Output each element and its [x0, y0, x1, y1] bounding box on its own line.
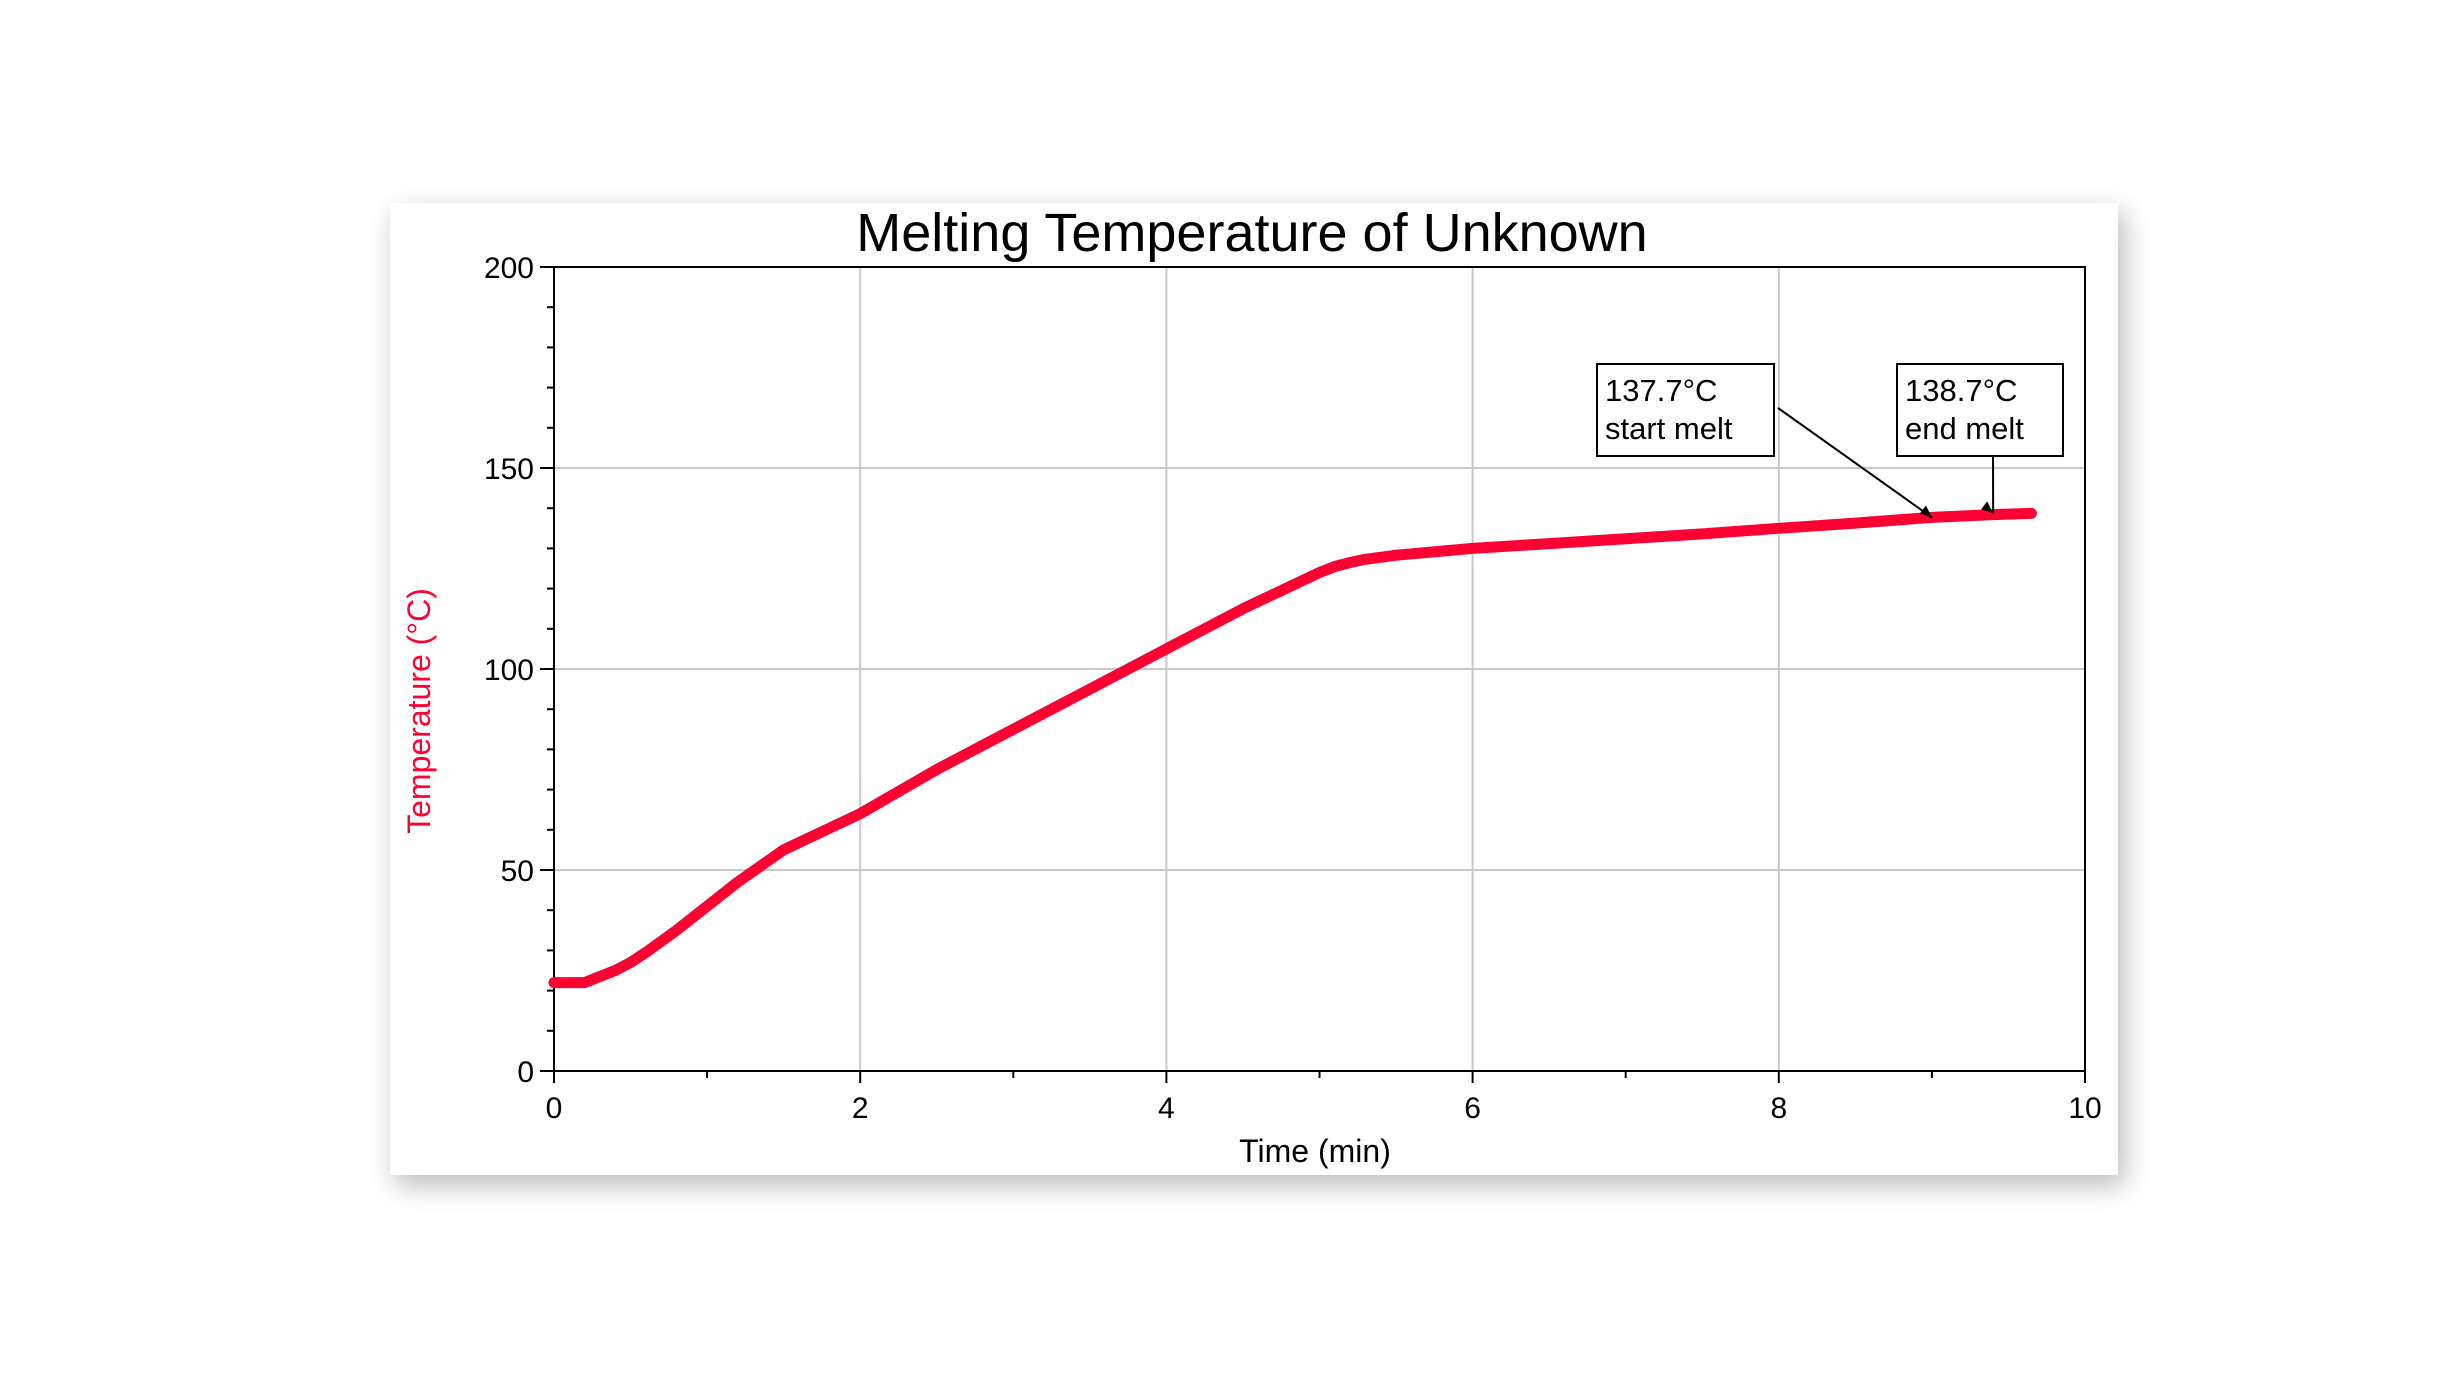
annotation-label: start melt: [1605, 411, 1733, 446]
y-tick-label: 100: [484, 654, 534, 687]
y-tick-label: 150: [484, 453, 534, 486]
x-tick-label: 8: [1770, 1092, 1787, 1125]
annotation-leader-line: [1777, 407, 1933, 519]
x-tick-label: 2: [852, 1092, 869, 1125]
annotation-arrowhead: [1919, 505, 1932, 518]
x-tick-label: 4: [1158, 1092, 1175, 1125]
temperature-series-line: [548, 507, 2037, 989]
annotation-arrowhead: [1981, 501, 1994, 514]
x-axis-label: Time (min): [1239, 1133, 1391, 1169]
chart-card: 0 2 4 6 8 10 0 50 100 150 200 137.7°C start melt 138…: [390, 203, 2118, 1175]
annotation-value: 138.7°C: [1905, 373, 2017, 408]
x-tick-label: 0: [546, 1092, 563, 1125]
x-tick-label: 6: [1464, 1092, 1481, 1125]
y-tick-label: 50: [501, 855, 534, 888]
y-tick-label: 200: [484, 252, 534, 285]
chart-title: Melting Temperature of Unknown: [856, 203, 1647, 263]
annotation-value: 137.7°C: [1605, 373, 1717, 408]
annotation-box: [1896, 363, 2064, 457]
y-tick-label: 0: [517, 1056, 534, 1089]
y-axis-label: Temperature (°C): [401, 588, 437, 834]
data-series: [548, 507, 2037, 989]
annotation-box: [1596, 363, 1775, 457]
annotation-label: end melt: [1905, 411, 2024, 446]
x-tick-label: 10: [2068, 1092, 2101, 1125]
grid-lines: [553, 266, 2086, 1072]
